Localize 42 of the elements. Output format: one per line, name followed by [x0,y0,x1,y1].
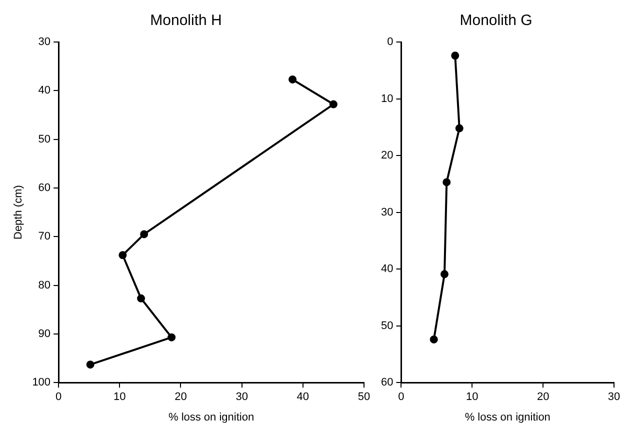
chart-title: Monolith G [460,12,532,30]
x-tick-label: 10 [114,391,126,404]
point [168,333,176,342]
point [86,360,94,369]
y-tick-label: 80 [38,279,51,292]
y-tick-label: 40 [380,263,394,276]
point [455,124,464,132]
y-tick-label: 50 [38,133,51,146]
x-tick-label: 0 [55,391,62,404]
x-tick-label: 50 [358,391,370,404]
y-tick-label: 40 [38,84,51,97]
point [451,52,460,60]
x-tick-label: 10 [466,391,478,404]
point [430,335,438,344]
y-tick-label: 60 [380,376,394,389]
point [442,178,451,186]
point [137,294,146,302]
y-axis-title: Depth (cm) [12,185,25,240]
x-tick-label: 30 [236,391,248,404]
y-tick-label: 20 [380,150,394,162]
point [440,270,448,278]
y-tick-label: 100 [32,376,51,389]
x-tick-label: 20 [536,391,550,404]
x-tick-label: 20 [174,391,187,404]
point [329,100,338,108]
y-tick-label: 30 [38,36,51,48]
x-tick-label: 0 [398,391,404,404]
x-axis-title: % loss on ignition [464,411,550,424]
y-tick-label: 30 [380,206,394,218]
y-tick-label: 0 [387,36,394,48]
x-tick-label: 30 [608,391,620,404]
chart-title: Monolith H [150,12,222,30]
x-axis-title: % loss on ignition [168,411,254,424]
point [140,230,148,238]
point [118,251,127,260]
y-tick-label: 60 [38,182,51,194]
y-tick-label: 70 [38,230,51,243]
x-tick-label: 40 [296,391,310,404]
y-tick-label: 50 [380,320,394,332]
y-tick-label: 90 [38,328,51,340]
point [288,75,297,84]
y-tick-label: 10 [380,92,394,105]
